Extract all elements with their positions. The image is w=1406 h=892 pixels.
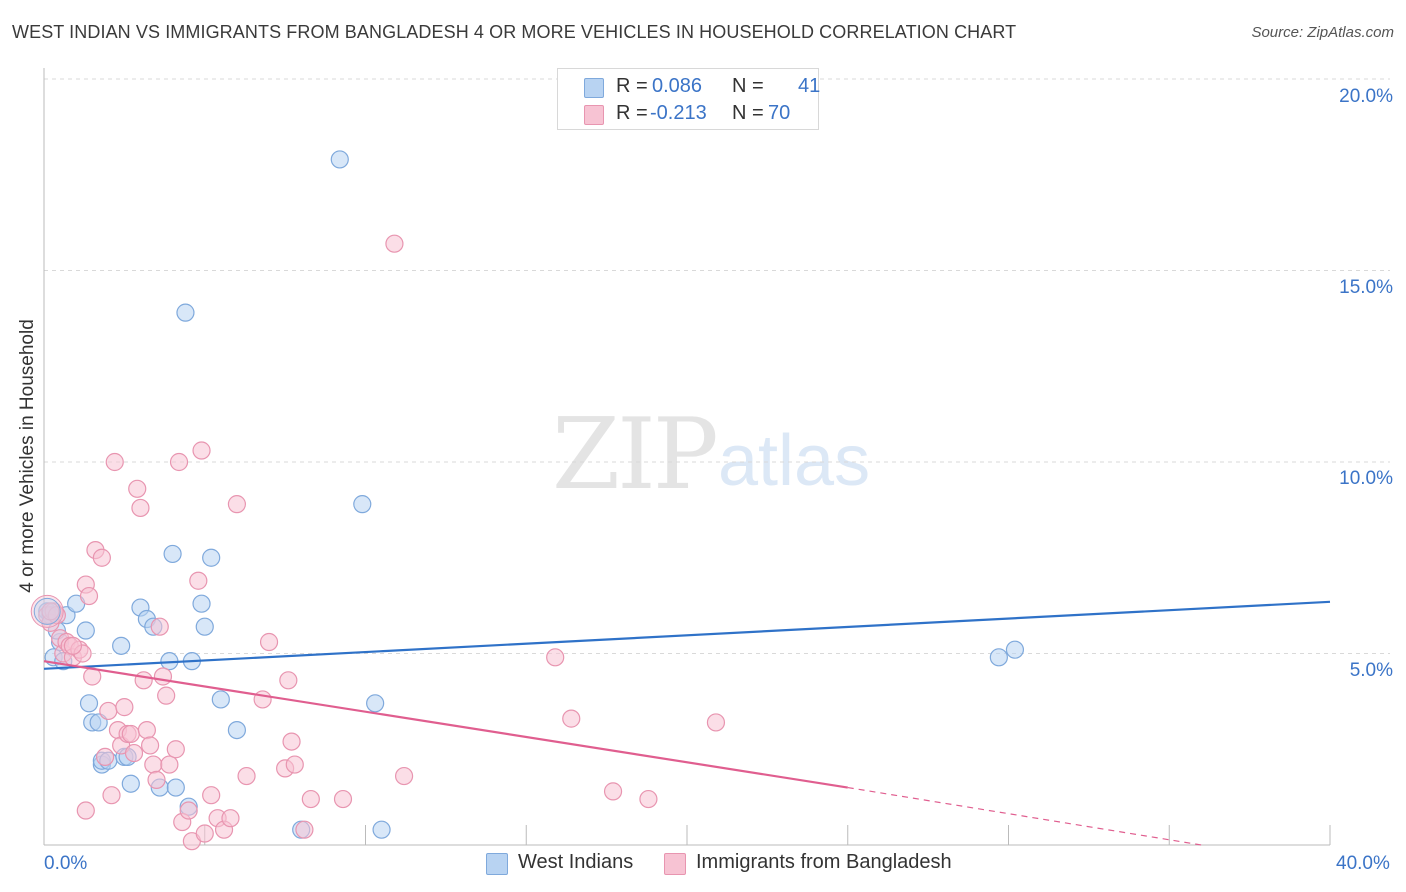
west-indians-point (989, 648, 1008, 667)
bangladesh-point (124, 743, 144, 763)
bangladesh-point (92, 548, 111, 567)
bangladesh-point (189, 571, 208, 590)
west-indians-point (163, 544, 182, 564)
bangladesh-point (102, 786, 121, 805)
west-indians-point (121, 774, 140, 793)
x-tick-label-min: 0.0% (44, 853, 88, 874)
bangladesh-point (546, 648, 565, 667)
bangladesh-point (259, 632, 279, 652)
bangladesh-point (63, 636, 83, 655)
bangladesh-point (192, 441, 211, 460)
bangladesh-point (385, 234, 404, 253)
west-indians-point (166, 778, 185, 797)
bangladesh-point (137, 720, 156, 740)
bangladesh-point (237, 766, 256, 786)
bangladesh-point (394, 766, 414, 786)
y-tick-label-10: 10.0% (1339, 468, 1393, 489)
west-indians-point (227, 720, 246, 740)
west-indians-point (202, 548, 221, 567)
bangladesh-point (147, 770, 166, 789)
bangladesh-point (41, 602, 60, 621)
bottom-legend-swatch-pink (664, 853, 686, 875)
bangladesh-point (128, 479, 147, 498)
bangladesh-point (99, 701, 118, 721)
bangladesh-point (282, 732, 301, 751)
source-credit: Source: ZipAtlas.com (1251, 24, 1394, 41)
bangladesh-point (295, 820, 314, 839)
bangladesh-cluster-point (30, 594, 64, 628)
legend-r-label: R = (616, 75, 648, 97)
west-indians-point (192, 594, 211, 613)
legend-n-value: 70 (768, 102, 791, 124)
bangladesh-point (79, 586, 99, 606)
bangladesh-point (706, 713, 726, 732)
legend-swatch-pink (584, 105, 604, 125)
west-indians-point (112, 636, 131, 655)
bangladesh-trend-line (43, 660, 848, 789)
bangladesh-point (639, 789, 658, 809)
legend-r-value: -0.213 (650, 102, 707, 124)
bangladesh-point (115, 698, 134, 717)
y-tick-label-20: 20.0% (1339, 86, 1393, 107)
bangladesh-point (121, 724, 140, 744)
bangladesh-trend-line-extension (847, 786, 1202, 846)
west-indians-point (76, 621, 95, 640)
bangladesh-point (279, 671, 298, 690)
bangladesh-point (333, 789, 353, 809)
legend-r-label: R = (616, 102, 648, 124)
bangladesh-point (285, 755, 304, 774)
bottom-legend-label: West Indians (518, 851, 634, 873)
bottom-legend-swatch-blue (486, 853, 508, 875)
bangladesh-point (169, 452, 189, 472)
bangladesh-point (562, 709, 581, 728)
bangladesh-point (131, 498, 150, 518)
bangladesh-point (95, 747, 115, 767)
west-indians-point (366, 694, 385, 713)
bangladesh-point (153, 667, 173, 686)
bangladesh-point (134, 671, 153, 690)
bangladesh-point (202, 786, 221, 805)
legend-r-value: 0.086 (652, 75, 703, 97)
west-indians-point (176, 303, 195, 322)
y-tick-label-5: 5.0% (1349, 660, 1393, 681)
west-indians-trend-line (43, 600, 1331, 670)
bangladesh-point (150, 617, 169, 636)
bangladesh-point (140, 736, 160, 755)
watermark-zip: ZIP (552, 398, 719, 512)
bangladesh-point (157, 686, 176, 705)
west-indians-point (79, 694, 99, 713)
bangladesh-point (105, 452, 124, 472)
x-tick-label-max: 40.0% (1336, 853, 1390, 874)
correlation-legend: R = 0.086 N = 41 R = -0.213 N = 70 (557, 68, 821, 130)
chart-title: WEST INDIAN VS IMMIGRANTS FROM BANGLADES… (12, 22, 1017, 42)
bangladesh-point (144, 755, 163, 774)
bangladesh-point (221, 809, 240, 828)
legend-n-value: 41 (798, 75, 821, 97)
west-indians-point (353, 495, 372, 514)
legend-n-label: N = (732, 75, 764, 97)
west-indians-point (1005, 640, 1025, 659)
bangladesh-point (603, 782, 623, 801)
west-indians-point (211, 690, 230, 709)
west-indians-point (372, 820, 391, 839)
bangladesh-point (301, 789, 320, 809)
west-indians-point (195, 617, 214, 636)
y-tick-label-15: 15.0% (1339, 277, 1393, 298)
legend-swatch-blue (584, 78, 604, 98)
bangladesh-point (166, 740, 185, 759)
legend-n-label: N = (732, 102, 764, 124)
bangladesh-point (160, 755, 179, 774)
bottom-legend-label: Immigrants from Bangladesh (696, 851, 952, 873)
watermark-atlas: atlas (718, 421, 871, 501)
bangladesh-point (195, 824, 214, 843)
west-indians-cluster-point (33, 597, 61, 625)
bangladesh-point (179, 801, 198, 820)
y-axis-label: 4 or more Vehicles in Household (17, 319, 38, 593)
bangladesh-point (227, 495, 246, 514)
west-indians-point (330, 150, 349, 169)
bangladesh-point (76, 801, 95, 820)
